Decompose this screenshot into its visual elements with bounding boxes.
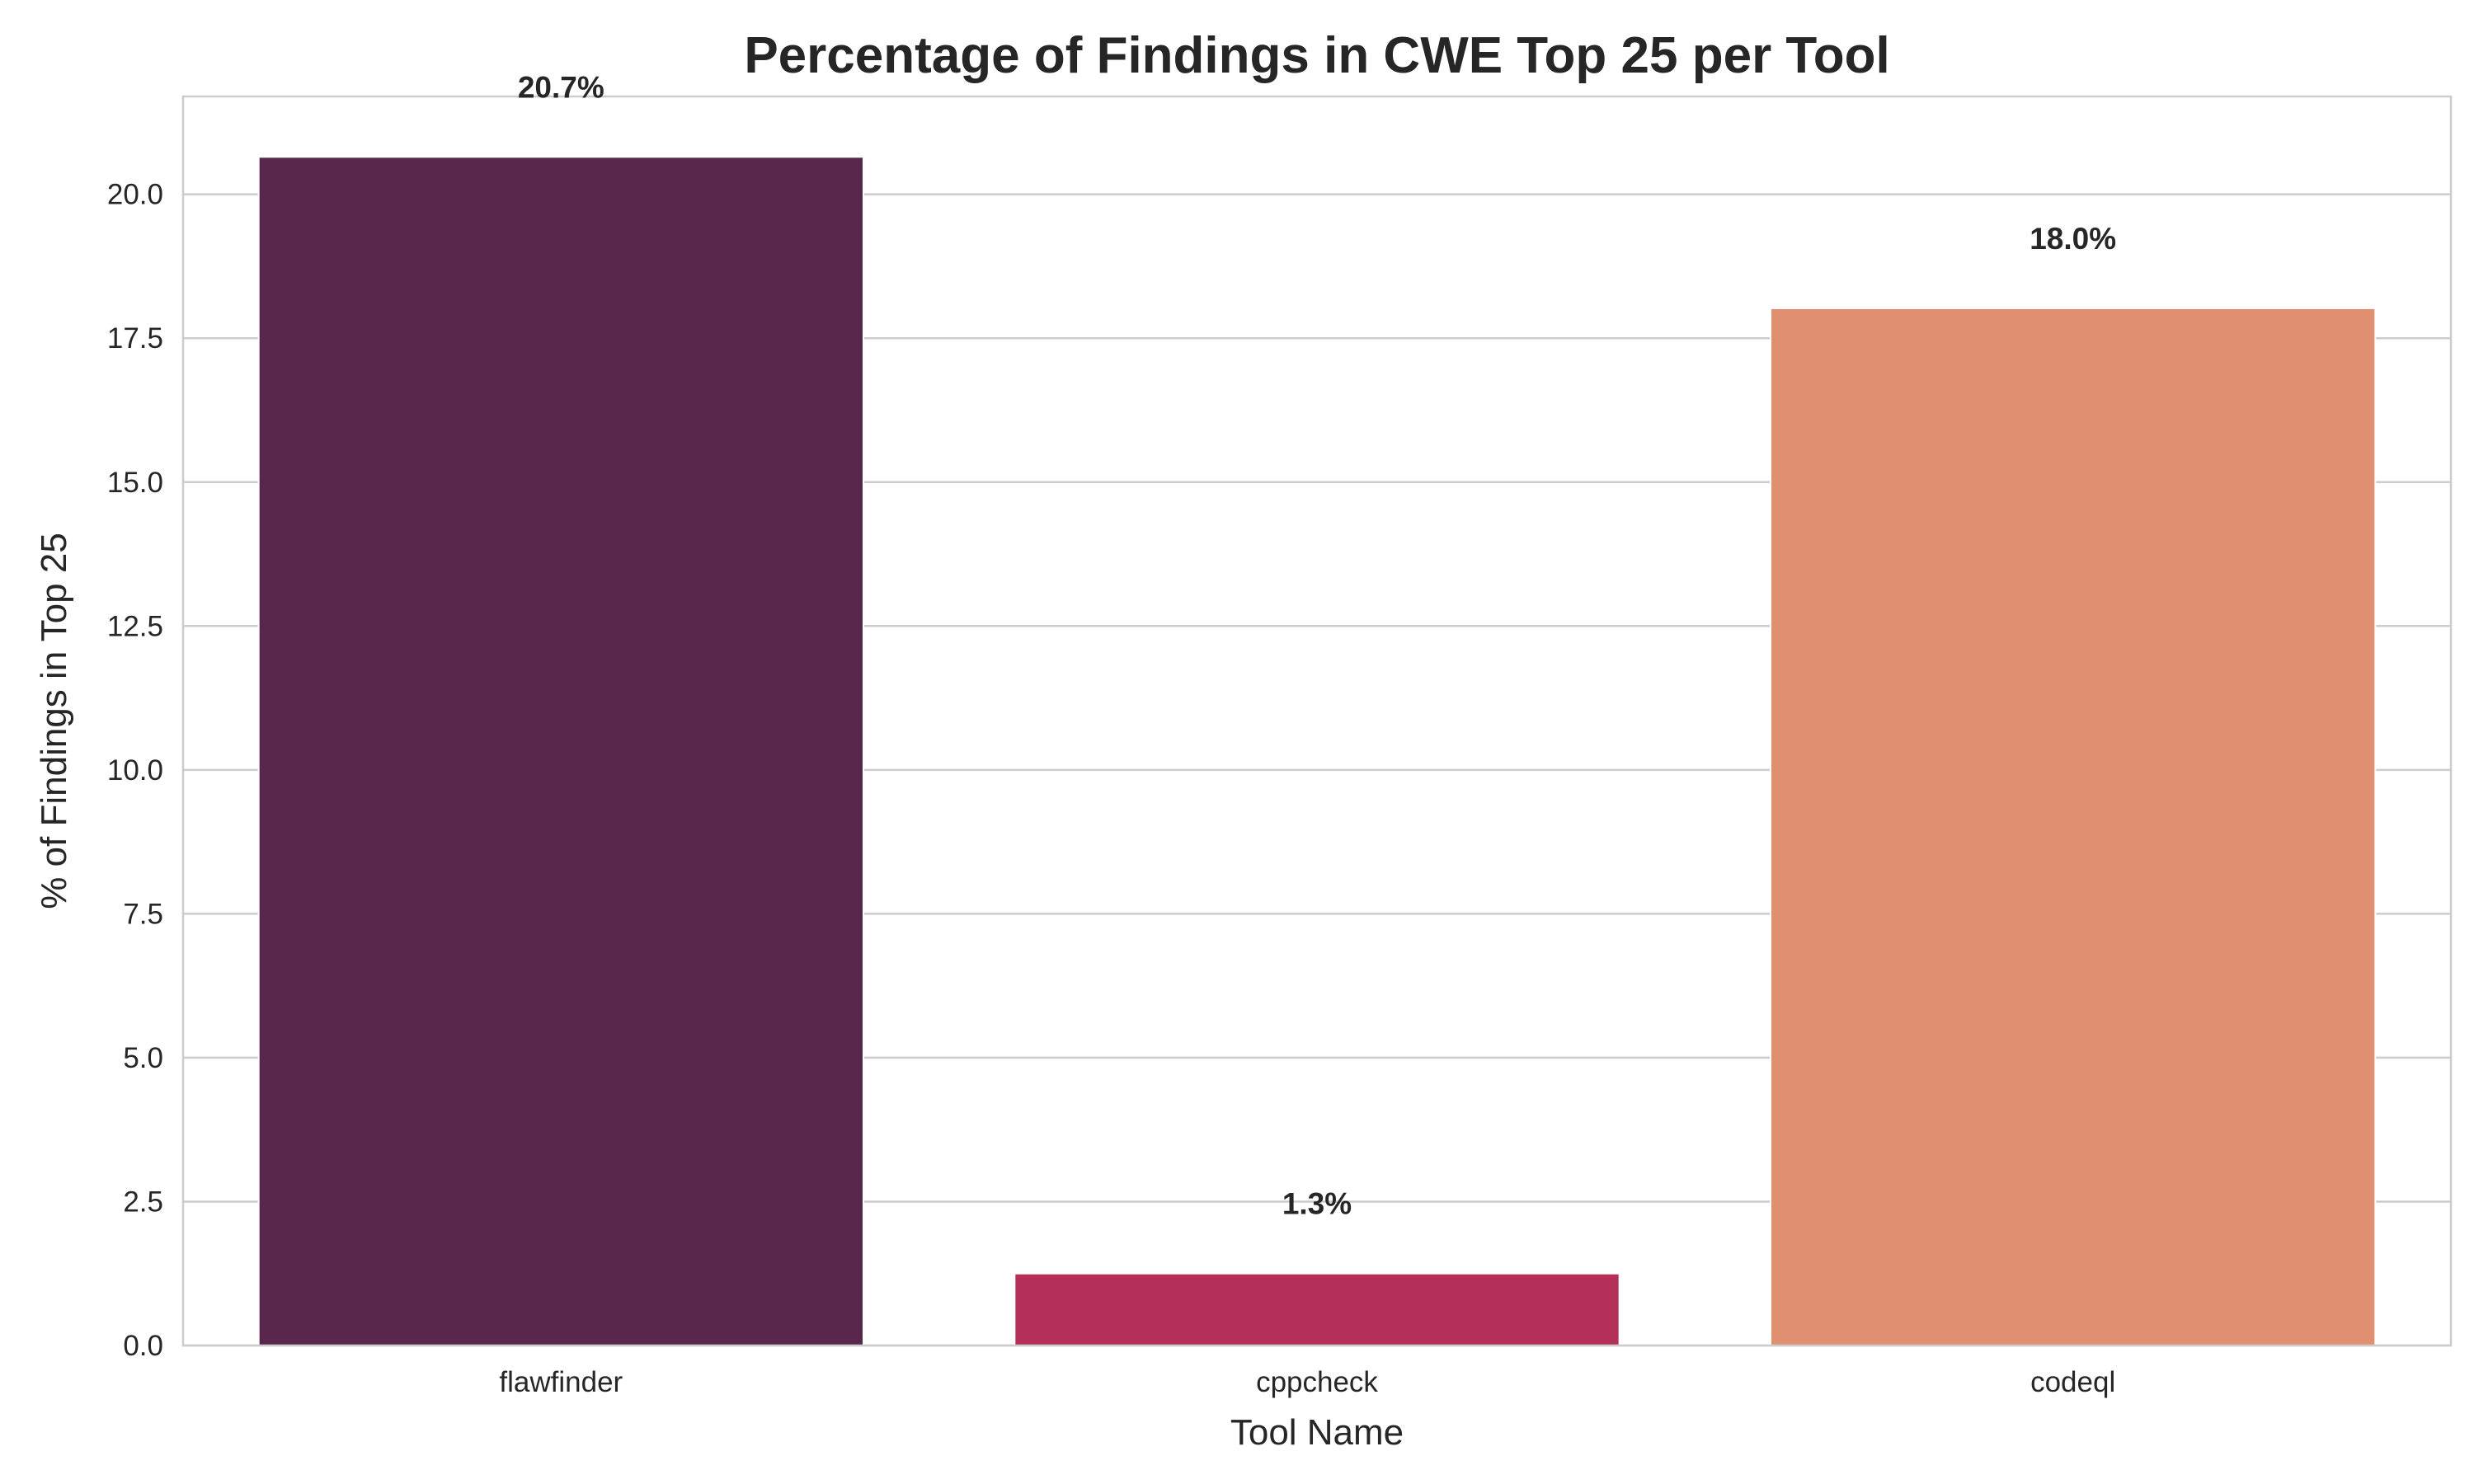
- y-tick-label: 17.5: [107, 322, 163, 355]
- y-tick-label: 20.0: [107, 179, 163, 211]
- bar-codeql: [1770, 307, 2377, 1347]
- bar-layer: [257, 156, 2377, 1347]
- y-tick-label: 0.0: [123, 1330, 163, 1362]
- x-tick-label: cppcheck: [1256, 1366, 1378, 1398]
- x-axis-label: Tool Name: [1230, 1412, 1404, 1453]
- x-tick-label: flawfinder: [499, 1366, 623, 1398]
- data-label-cppcheck: 1.3%: [1282, 1187, 1352, 1221]
- data-label-codeql: 18.0%: [2030, 222, 2116, 256]
- y-tick-label: 12.5: [107, 610, 163, 642]
- bar-cppcheck: [1014, 1272, 1620, 1347]
- chart-title: Percentage of Findings in CWE Top 25 per…: [744, 27, 1889, 84]
- data-label-layer: 20.7% 1.3% 18.0%: [518, 70, 2116, 1220]
- y-tick-label: 7.5: [123, 898, 163, 930]
- y-tick-label: 15.0: [107, 467, 163, 499]
- tick-layer: 0.0 2.5 5.0 7.5 10.0 12.5 15.0 17.5 20.0 flawfind…: [107, 179, 2115, 1398]
- y-tick-label: 2.5: [123, 1186, 163, 1218]
- plot-frame: [181, 95, 2453, 1347]
- y-tick-label: 5.0: [123, 1042, 163, 1074]
- data-label-flawfinder: 20.7%: [518, 70, 604, 104]
- y-tick-label: 10.0: [107, 754, 163, 787]
- x-tick-label: codeql: [2030, 1366, 2115, 1398]
- bar-flawfinder: [257, 156, 864, 1347]
- y-axis-label: % of Findings in Top 25: [34, 533, 74, 909]
